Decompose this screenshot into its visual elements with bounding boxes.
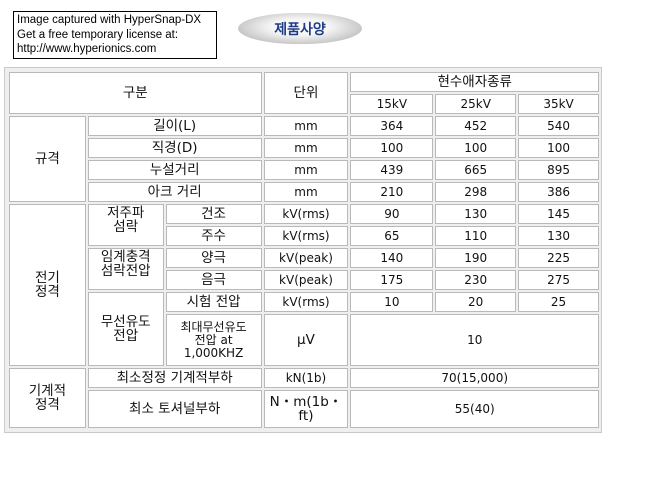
watermark-line-1: Image captured with HyperSnap-DX — [17, 14, 202, 26]
cell-positive-35kv: 225 — [518, 248, 599, 268]
header-col-15kv: 15kV — [350, 94, 434, 114]
title-badge: 제품사양 — [238, 9, 362, 49]
cell-creepage-25kv: 665 — [435, 160, 517, 180]
row-label-dry: 건조 — [165, 204, 262, 224]
spec-table: 구분 단위 현수애자종류 15kV 25kV 35kV 규격 길이(L) mm … — [7, 70, 601, 430]
page-title: 제품사양 — [274, 22, 326, 38]
cell-arc-15kv: 210 — [350, 182, 434, 202]
row-unit-positive: kV(peak) — [263, 248, 349, 268]
label-impulse-flashover: 임계충격 섬락전압 — [87, 248, 164, 290]
cell-positive-25kv: 190 — [435, 248, 517, 268]
cell-creepage-35kv: 895 — [518, 160, 599, 180]
cell-dry-35kv: 145 — [518, 204, 599, 224]
row-label-arc: 아크 거리 — [87, 182, 262, 202]
row-unit-max-riv: μV — [263, 314, 349, 366]
row-unit-diameter: mm — [263, 138, 349, 158]
row-label-wet: 주수 — [165, 226, 262, 246]
cell-negative-35kv: 275 — [518, 270, 599, 290]
cell-diameter-35kv: 100 — [518, 138, 599, 158]
row-label-diameter: 직경(D) — [87, 138, 262, 158]
row-unit-test-voltage: kV(rms) — [263, 292, 349, 312]
watermark-line-3: http://www.hyperionics.com — [17, 43, 157, 55]
cell-creepage-15kv: 439 — [350, 160, 434, 180]
row-label-negative: 음극 — [165, 270, 262, 290]
header-col-25kv: 25kV — [435, 94, 517, 114]
cell-arc-35kv: 386 — [518, 182, 599, 202]
group-electrical: 전기 정격 — [9, 204, 86, 366]
row-label-min-mech-load: 최소정정 기계적부하 — [87, 368, 262, 388]
cell-diameter-15kv: 100 — [350, 138, 434, 158]
cell-torsion-load-value: 55(40) — [350, 390, 599, 428]
row-unit-min-mech-load: kN(1b) — [263, 368, 349, 388]
cell-max-riv-value: 10 — [350, 314, 599, 366]
cell-wet-25kv: 110 — [435, 226, 517, 246]
row-label-max-riv: 최대무선유도 전압 at 1,000KHZ — [165, 314, 262, 366]
row-unit-torsion-load: N・m(1b・ ft) — [263, 390, 349, 428]
title-badge-background — [238, 13, 362, 44]
cell-length-25kv: 452 — [435, 116, 517, 136]
row-unit-length: mm — [263, 116, 349, 136]
header-col-35kv: 35kV — [518, 94, 599, 114]
cell-min-mech-load-value: 70(15,000) — [350, 368, 599, 388]
row-unit-wet: kV(rms) — [263, 226, 349, 246]
cell-test-voltage-25kv: 20 — [435, 292, 517, 312]
header-unit: 단위 — [263, 72, 349, 114]
label-radio-influence-voltage: 무선유도 전압 — [87, 292, 164, 366]
row-label-test-voltage: 시험 전압 — [165, 292, 262, 312]
cell-test-voltage-35kv: 25 — [518, 292, 599, 312]
row-label-creepage: 누설거리 — [87, 160, 262, 180]
row-label-positive: 양극 — [165, 248, 262, 268]
watermark-line-2: Get a free temporary license at: — [17, 28, 179, 41]
row-label-length: 길이(L) — [87, 116, 262, 136]
cell-test-voltage-15kv: 10 — [350, 292, 434, 312]
cell-dry-15kv: 90 — [350, 204, 434, 224]
cell-length-35kv: 540 — [518, 116, 599, 136]
cell-dry-25kv: 130 — [435, 204, 517, 224]
header-category: 구분 — [9, 72, 262, 114]
row-unit-dry: kV(rms) — [263, 204, 349, 224]
hypersnap-watermark: Image captured with HyperSnap-DX Get a f… — [13, 11, 217, 59]
group-mechanical: 기계적 정격 — [9, 368, 86, 428]
cell-wet-15kv: 65 — [350, 226, 434, 246]
cell-diameter-25kv: 100 — [435, 138, 517, 158]
row-unit-arc: mm — [263, 182, 349, 202]
cell-negative-15kv: 175 — [350, 270, 434, 290]
header-type-group: 현수애자종류 — [350, 72, 599, 92]
row-unit-creepage: mm — [263, 160, 349, 180]
cell-positive-15kv: 140 — [350, 248, 434, 268]
group-spec: 규격 — [9, 116, 86, 202]
cell-arc-25kv: 298 — [435, 182, 517, 202]
cell-length-15kv: 364 — [350, 116, 434, 136]
row-label-torsion-load: 최소 토셔널부하 — [87, 390, 262, 428]
spec-table-frame: 구분 단위 현수애자종류 15kV 25kV 35kV 규격 길이(L) mm … — [4, 67, 602, 433]
cell-wet-35kv: 130 — [518, 226, 599, 246]
cell-negative-25kv: 230 — [435, 270, 517, 290]
row-unit-negative: kV(peak) — [263, 270, 349, 290]
label-low-freq-flashover: 저주파 섬락 — [87, 204, 164, 246]
